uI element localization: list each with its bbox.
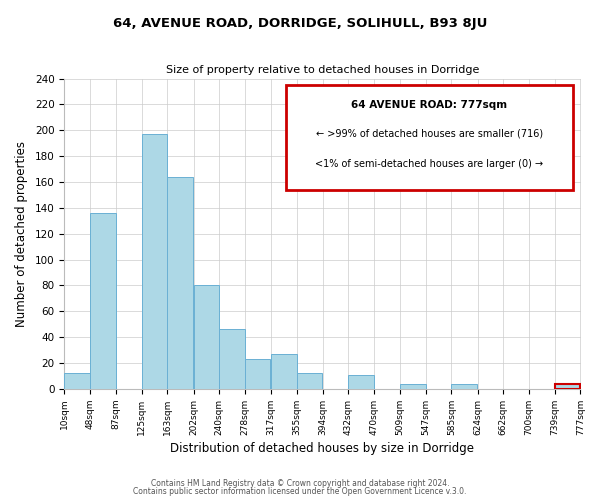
Bar xyxy=(451,384,477,389)
Bar xyxy=(194,286,219,389)
Text: ← >99% of detached houses are smaller (716): ← >99% of detached houses are smaller (7… xyxy=(316,128,543,138)
Bar xyxy=(271,354,296,389)
Bar xyxy=(296,374,322,389)
Text: Contains public sector information licensed under the Open Government Licence v.: Contains public sector information licen… xyxy=(133,487,467,496)
Bar xyxy=(90,213,116,389)
Y-axis label: Number of detached properties: Number of detached properties xyxy=(15,141,28,327)
Text: 64, AVENUE ROAD, DORRIDGE, SOLIHULL, B93 8JU: 64, AVENUE ROAD, DORRIDGE, SOLIHULL, B93… xyxy=(113,18,487,30)
Bar xyxy=(400,384,426,389)
Bar xyxy=(167,177,193,389)
Bar xyxy=(64,374,90,389)
FancyBboxPatch shape xyxy=(286,85,573,190)
Title: Size of property relative to detached houses in Dorridge: Size of property relative to detached ho… xyxy=(166,65,479,75)
Text: 64 AVENUE ROAD: 777sqm: 64 AVENUE ROAD: 777sqm xyxy=(352,100,508,110)
Text: <1% of semi-detached houses are larger (0) →: <1% of semi-detached houses are larger (… xyxy=(316,160,544,170)
Bar xyxy=(142,134,167,389)
Bar xyxy=(219,330,245,389)
Bar xyxy=(555,384,580,389)
Bar xyxy=(349,374,374,389)
X-axis label: Distribution of detached houses by size in Dorridge: Distribution of detached houses by size … xyxy=(170,442,475,455)
Bar xyxy=(245,359,271,389)
Text: Contains HM Land Registry data © Crown copyright and database right 2024.: Contains HM Land Registry data © Crown c… xyxy=(151,478,449,488)
